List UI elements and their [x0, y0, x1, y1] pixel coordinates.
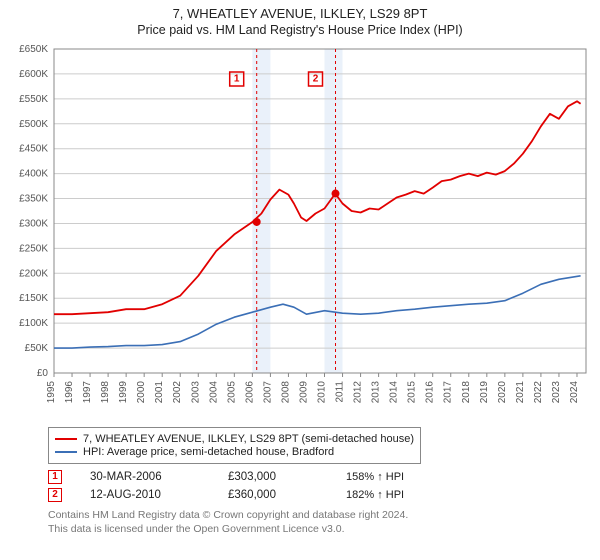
svg-text:2005: 2005 — [226, 381, 237, 404]
svg-text:£300K: £300K — [19, 218, 48, 229]
svg-text:1997: 1997 — [82, 381, 93, 404]
svg-text:£150K: £150K — [19, 293, 48, 304]
svg-text:2014: 2014 — [389, 381, 400, 404]
svg-text:£400K: £400K — [19, 169, 48, 180]
sale-date: 12-AUG-2010 — [90, 489, 200, 501]
legend-item: HPI: Average price, semi-detached house,… — [55, 446, 414, 458]
svg-text:2010: 2010 — [317, 381, 328, 404]
footer-line1: Contains HM Land Registry data © Crown c… — [48, 508, 592, 522]
svg-text:2004: 2004 — [208, 381, 219, 404]
svg-text:2: 2 — [313, 74, 319, 85]
svg-text:2008: 2008 — [280, 381, 291, 404]
svg-text:2002: 2002 — [172, 381, 183, 404]
svg-text:2016: 2016 — [425, 381, 436, 404]
svg-text:2003: 2003 — [190, 381, 201, 404]
legend: 7, WHEATLEY AVENUE, ILKLEY, LS29 8PT (se… — [48, 427, 421, 464]
svg-text:2023: 2023 — [551, 381, 562, 404]
title-subtitle: Price paid vs. HM Land Registry's House … — [8, 23, 592, 37]
svg-text:2017: 2017 — [443, 381, 454, 404]
svg-text:£50K: £50K — [25, 343, 49, 354]
svg-text:2001: 2001 — [154, 381, 165, 404]
svg-text:£600K: £600K — [19, 69, 48, 80]
footer: Contains HM Land Registry data © Crown c… — [48, 508, 592, 536]
sale-row: 2 12-AUG-2010 £360,000 182% ↑ HPI — [48, 488, 592, 502]
svg-text:2015: 2015 — [407, 381, 418, 404]
sale-marker: 1 — [48, 470, 62, 484]
chart: £0 £50K £100K £150K £200K £250K £300K £350K £400… — [8, 43, 592, 419]
svg-text:2009: 2009 — [298, 381, 309, 404]
sale-price: £360,000 — [228, 489, 318, 501]
svg-text:£200K: £200K — [19, 268, 48, 279]
svg-text:2024: 2024 — [569, 381, 580, 404]
svg-text:2011: 2011 — [335, 381, 346, 403]
svg-text:2012: 2012 — [353, 381, 364, 404]
sale-row: 1 30-MAR-2006 £303,000 158% ↑ HPI — [48, 470, 592, 484]
svg-text:£550K: £550K — [19, 94, 48, 105]
svg-text:1995: 1995 — [46, 381, 57, 404]
svg-text:2000: 2000 — [136, 381, 147, 404]
svg-text:1999: 1999 — [118, 381, 129, 404]
svg-text:2020: 2020 — [497, 381, 508, 404]
sale-hpi: 158% ↑ HPI — [346, 471, 404, 483]
svg-text:2007: 2007 — [262, 381, 273, 404]
svg-text:£250K: £250K — [19, 243, 48, 254]
svg-text:£650K: £650K — [19, 44, 48, 55]
sale-price: £303,000 — [228, 471, 318, 483]
svg-text:2021: 2021 — [515, 381, 526, 404]
svg-text:£500K: £500K — [19, 119, 48, 130]
svg-text:2022: 2022 — [533, 381, 544, 404]
svg-text:2018: 2018 — [461, 381, 472, 404]
svg-text:1: 1 — [234, 74, 240, 85]
sale-date: 30-MAR-2006 — [90, 471, 200, 483]
svg-text:2006: 2006 — [244, 381, 255, 404]
legend-swatch — [55, 438, 77, 440]
svg-text:£100K: £100K — [19, 318, 48, 329]
legend-swatch — [55, 451, 77, 453]
sale-hpi: 182% ↑ HPI — [346, 489, 404, 501]
svg-text:1996: 1996 — [64, 381, 75, 404]
svg-text:1998: 1998 — [100, 381, 111, 404]
svg-text:2019: 2019 — [479, 381, 490, 404]
legend-label: HPI: Average price, semi-detached house,… — [83, 446, 334, 458]
title-address: 7, WHEATLEY AVENUE, ILKLEY, LS29 8PT — [8, 6, 592, 21]
sales-table: 1 30-MAR-2006 £303,000 158% ↑ HPI 2 12-AUG-20… — [48, 470, 592, 502]
footer-line2: This data is licensed under the Open Gov… — [48, 522, 592, 536]
legend-label: 7, WHEATLEY AVENUE, ILKLEY, LS29 8PT (se… — [83, 433, 414, 445]
svg-text:£350K: £350K — [19, 194, 48, 205]
svg-text:£0: £0 — [37, 368, 49, 379]
sale-marker: 2 — [48, 488, 62, 502]
legend-item: 7, WHEATLEY AVENUE, ILKLEY, LS29 8PT (se… — [55, 433, 414, 445]
svg-text:2013: 2013 — [371, 381, 382, 404]
svg-text:£450K: £450K — [19, 144, 48, 155]
